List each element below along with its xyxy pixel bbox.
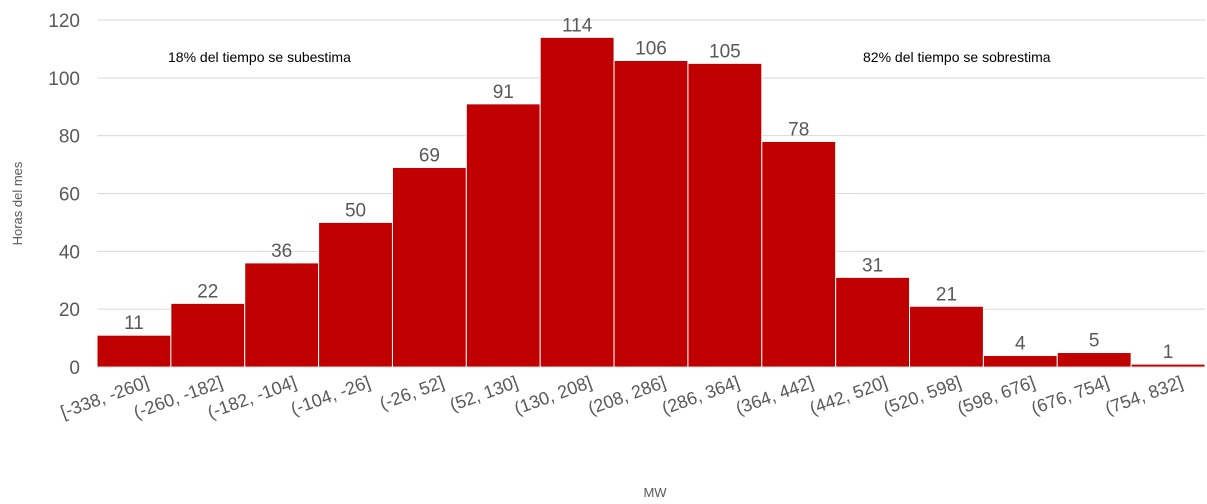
x-tick-label: (676, 754]	[1029, 372, 1112, 419]
x-tick-label: (130, 208]	[511, 372, 594, 419]
bar	[539, 36, 615, 368]
y-tick-label: 20	[59, 300, 80, 321]
bar	[761, 140, 837, 368]
data-label: 50	[345, 200, 366, 221]
bar	[391, 166, 467, 368]
bar	[318, 221, 393, 368]
bar	[613, 59, 689, 368]
data-label: 106	[635, 38, 667, 59]
y-tick-label: 120	[48, 11, 80, 32]
x-tick-label: (520, 598]	[881, 372, 964, 419]
bar	[465, 103, 541, 368]
y-tick-label: 40	[59, 242, 80, 263]
bar	[244, 262, 320, 368]
bar	[96, 334, 172, 368]
x-tick-label: (-104, -26]	[288, 372, 373, 419]
x-tick-label: (364, 442]	[733, 372, 816, 419]
bar	[687, 62, 763, 368]
data-label: 36	[271, 241, 292, 262]
data-label: 4	[1015, 333, 1026, 354]
annotation-underestimate: 18% del tiempo se subestima	[168, 49, 351, 65]
x-tick-label: (208, 286]	[585, 372, 668, 419]
y-axis-title: Horas del mes	[10, 161, 25, 245]
x-tick-label: (442, 520]	[807, 372, 890, 419]
data-label: 114	[562, 15, 593, 36]
y-tick-label: 0	[69, 358, 80, 379]
bar	[982, 354, 1058, 368]
bar	[170, 302, 246, 368]
data-label: 22	[197, 281, 218, 302]
data-label: 5	[1089, 331, 1100, 352]
data-label: 105	[709, 41, 741, 62]
bars	[96, 36, 1206, 368]
bar	[909, 305, 984, 368]
x-tick-label: (286, 364]	[659, 372, 742, 419]
data-label: 69	[419, 145, 440, 166]
x-axis-ticks: [-338, -260](-260, -182](-182, -104](-10…	[58, 372, 1185, 423]
y-tick-label: 60	[59, 185, 80, 206]
annotation-overestimate: 82% del tiempo se sobrestima	[863, 49, 1051, 65]
x-tick-label: (52, 130]	[447, 372, 521, 415]
bar	[1056, 352, 1132, 368]
data-label: 21	[936, 284, 957, 305]
y-axis-ticks: 0 20 40 60 80 100 120	[48, 11, 80, 379]
x-tick-label: (754, 832]	[1102, 372, 1185, 419]
y-tick-label: 80	[59, 127, 80, 148]
data-label: 1	[1163, 342, 1174, 363]
data-label: 11	[124, 313, 144, 334]
data-label: 78	[788, 119, 809, 140]
x-tick-label: (598, 676]	[955, 372, 1038, 419]
data-label: 31	[862, 255, 883, 276]
bar	[835, 276, 911, 368]
x-axis-title: MW	[643, 485, 667, 500]
data-label: 91	[493, 82, 514, 103]
data-labels: 11 22 36 50 69 91 114 106 105 78 31 21 4 5 1	[124, 15, 1173, 363]
y-tick-label: 100	[48, 69, 80, 90]
x-tick-label: (-26, 52]	[377, 372, 447, 414]
